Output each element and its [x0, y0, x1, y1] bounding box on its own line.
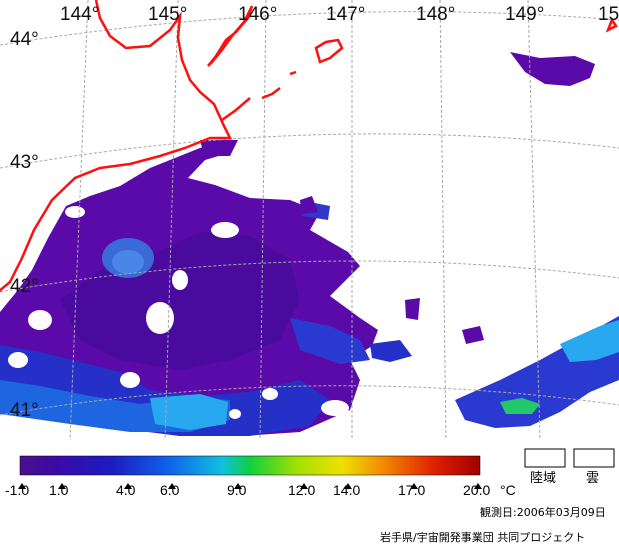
- temperature-unit: °C: [500, 482, 516, 498]
- temperature-colorbar: [19, 455, 481, 476]
- legend-panel: -1.0 1.0 4.0 6.0 9.0 12.0 14.0 17.0 20.0…: [5, 448, 615, 544]
- lon-label-149: 149°: [505, 4, 544, 25]
- colorbar-tick-label: 4.0: [116, 482, 136, 498]
- credit-line: 岩手県/宇宙開発事業団 共同プロジェクト: [380, 530, 585, 544]
- land-swatch: [524, 448, 566, 468]
- lon-label-146: 146°: [238, 4, 277, 25]
- colorbar-tick-label: 20.0: [463, 482, 490, 498]
- lon-label-145: 145°: [148, 4, 187, 25]
- sea-cyan-east: [560, 320, 619, 362]
- sea-streak-mid: [290, 318, 370, 364]
- sst-map: 144° 145° 146° 147° 148° 149° 15 44° 43°…: [0, 0, 619, 440]
- sea-green-east: [500, 398, 540, 414]
- lat-label-43: 43°: [10, 152, 39, 173]
- colorbar-tick-label: 6.0: [160, 482, 180, 498]
- cloud-label: 雲: [586, 471, 599, 486]
- observation-date: 観測日:2006年03月09日: [480, 505, 606, 519]
- lon-label-148: 148°: [416, 4, 455, 25]
- sea-cyan-patch: [150, 394, 228, 430]
- colorbar-tick-label: 14.0: [333, 482, 360, 498]
- lon-label-150: 15: [598, 4, 619, 25]
- eddy-core: [112, 250, 144, 274]
- colorbar-tick-label: 12.0: [288, 482, 315, 498]
- coastline: [0, 0, 618, 292]
- colorbar-tick-markers: [18, 483, 482, 489]
- graticule: [0, 0, 619, 440]
- sea-patches-east: [130, 52, 595, 344]
- land-label: 陸域: [530, 470, 556, 486]
- cloud-swatch: [573, 448, 615, 468]
- lon-label-147: 147°: [326, 4, 365, 25]
- lat-label-44: 44°: [10, 29, 39, 50]
- colorbar-tick-label: 1.0: [49, 482, 69, 498]
- colorbar-tick-label: 9.0: [227, 482, 247, 498]
- lat-label-42: 42°: [10, 276, 39, 297]
- lon-label-144: 144°: [60, 4, 99, 25]
- lat-label-41: 41°: [10, 400, 39, 421]
- cloud-holes: [8, 206, 349, 419]
- sea-blue-east-patch: [370, 340, 412, 362]
- colorbar-tick-label: 17.0: [398, 482, 425, 498]
- colorbar-tick-label: -1.0: [5, 482, 29, 498]
